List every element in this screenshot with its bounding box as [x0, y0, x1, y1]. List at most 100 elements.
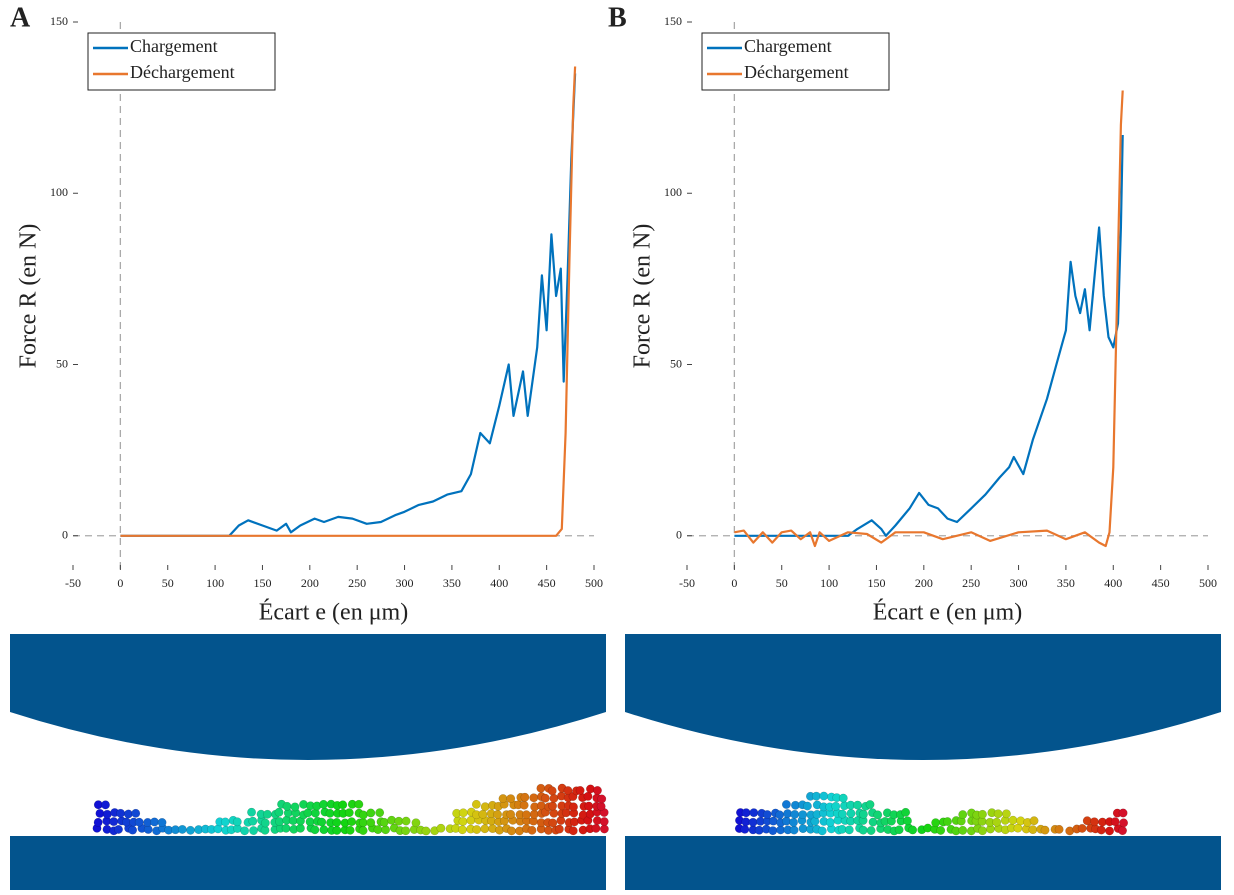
particle [768, 816, 778, 826]
particle [1110, 817, 1120, 827]
particle [379, 817, 389, 827]
x-tick-label: 250 [962, 576, 980, 590]
particle [101, 800, 110, 810]
particle [781, 800, 791, 809]
particle [93, 817, 103, 827]
particle [866, 826, 876, 836]
x-tick-label: 0 [731, 576, 737, 590]
x-tick-label: 250 [348, 576, 366, 590]
particle [593, 786, 602, 795]
particle [1008, 815, 1018, 825]
y-tick-label: 50 [56, 356, 68, 370]
particle [540, 793, 550, 803]
particle [908, 825, 918, 835]
particle [993, 809, 1003, 819]
data-line [734, 134, 1124, 537]
x-tick-label: 0 [117, 576, 123, 590]
particle [853, 800, 863, 810]
particle [338, 800, 348, 810]
particle [506, 794, 516, 804]
particle [894, 825, 904, 835]
data-line [120, 66, 577, 537]
illustration [10, 634, 1221, 890]
particle [548, 801, 558, 811]
particle [817, 826, 827, 836]
particle [325, 808, 335, 818]
particle [1029, 816, 1039, 826]
x-tick-label: 150 [253, 576, 271, 590]
particle [493, 809, 503, 819]
particle [798, 824, 808, 834]
legend-label: Chargement [744, 36, 832, 56]
particle [554, 824, 564, 834]
particle [563, 786, 573, 796]
particle [599, 817, 609, 827]
particle [345, 825, 355, 835]
particle [95, 808, 105, 818]
particle [375, 808, 385, 818]
particle [768, 826, 778, 836]
particle [1040, 825, 1050, 835]
x-tick-label: 150 [867, 576, 885, 590]
particle [317, 817, 327, 827]
legend-label: Déchargement [130, 62, 235, 82]
particle [472, 825, 482, 834]
particle [436, 823, 446, 833]
particle [549, 793, 559, 803]
particle [319, 825, 329, 835]
x-tick-label: 500 [585, 576, 603, 590]
panel-label: B [608, 2, 627, 33]
particle [275, 817, 284, 826]
x-tick-label: 350 [1057, 576, 1075, 590]
panel-label: A [10, 2, 31, 33]
y-tick-label: 0 [676, 528, 682, 542]
x-axis-title: Écart e (en μm) [873, 600, 1022, 626]
x-tick-label: -50 [65, 576, 81, 590]
particle [281, 823, 291, 833]
x-tick-label: 50 [162, 576, 174, 590]
particle [123, 809, 133, 819]
particle [102, 809, 112, 819]
particle [240, 826, 250, 836]
particle [873, 810, 883, 820]
x-tick-label: 400 [490, 576, 508, 590]
particle [901, 807, 911, 817]
legend-label: Déchargement [744, 62, 849, 82]
particle [575, 786, 585, 795]
x-tick-label: 300 [396, 576, 414, 590]
particle [458, 808, 468, 818]
particle [749, 808, 759, 818]
particle [1096, 825, 1106, 835]
data-line [120, 73, 577, 537]
particle [358, 818, 368, 828]
particle [458, 817, 468, 826]
x-tick-label: 450 [1152, 576, 1170, 590]
particle [584, 801, 594, 811]
particle [319, 799, 328, 809]
particle [1105, 826, 1115, 836]
x-tick-label: 100 [820, 576, 838, 590]
particle [825, 817, 835, 827]
particle [381, 825, 391, 835]
particle [507, 826, 517, 836]
particle [274, 807, 284, 817]
particle [858, 825, 868, 835]
particle [529, 809, 539, 819]
particle [958, 825, 968, 835]
particle [819, 791, 829, 801]
particle [831, 801, 841, 811]
particle [596, 801, 606, 811]
y-tick-label: 150 [664, 14, 682, 28]
particle [263, 809, 272, 819]
particle [958, 810, 968, 820]
particle [802, 801, 812, 811]
particle [936, 825, 946, 835]
particle [740, 824, 750, 834]
particle [527, 825, 537, 835]
x-tick-label: 50 [776, 576, 788, 590]
particle [748, 817, 758, 827]
data-line [734, 90, 1124, 548]
particle [903, 816, 912, 826]
particle [282, 801, 292, 811]
particle [471, 799, 481, 809]
